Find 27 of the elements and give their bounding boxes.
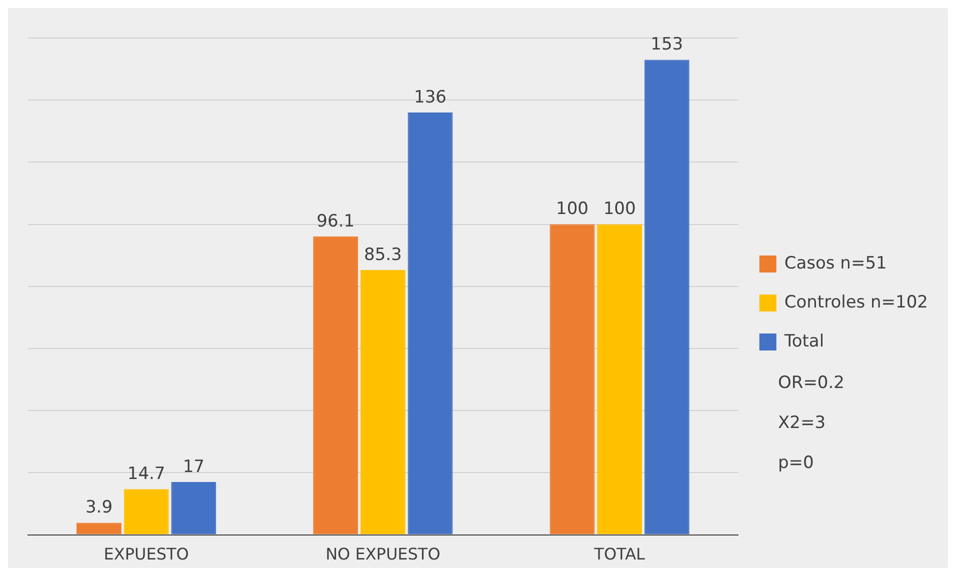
bar bbox=[408, 112, 453, 534]
text: p=0 bbox=[778, 452, 815, 475]
bar bbox=[313, 236, 358, 534]
data-label: 3.9 bbox=[85, 498, 113, 518]
data-label: 153 bbox=[650, 34, 684, 55]
x-tick-label: NO EXPUESTO bbox=[326, 544, 440, 564]
bar bbox=[597, 224, 642, 534]
data-label: 100 bbox=[556, 199, 588, 220]
bar bbox=[76, 522, 122, 534]
bar bbox=[171, 482, 216, 534]
data-label: 136 bbox=[414, 87, 446, 108]
legend-label: Casos n=51 bbox=[784, 253, 887, 274]
bar bbox=[644, 60, 690, 534]
text: X2=3 bbox=[778, 412, 827, 435]
data-label: 96.1 bbox=[316, 211, 355, 232]
legend-label: Total bbox=[783, 331, 824, 352]
data-label: 17 bbox=[182, 456, 204, 477]
bar bbox=[124, 489, 169, 534]
legend-label: Controles n=102 bbox=[784, 292, 928, 312]
data-label: 100 bbox=[603, 199, 636, 220]
data-label: 85.3 bbox=[364, 244, 402, 265]
x-tick-label: TOTAL bbox=[593, 544, 646, 564]
bar bbox=[550, 224, 595, 534]
text: OR=0.2 bbox=[778, 372, 844, 395]
x-tick-label: EXPUESTO bbox=[104, 544, 189, 564]
data-label: 14.7 bbox=[127, 464, 166, 484]
bar bbox=[360, 270, 406, 534]
